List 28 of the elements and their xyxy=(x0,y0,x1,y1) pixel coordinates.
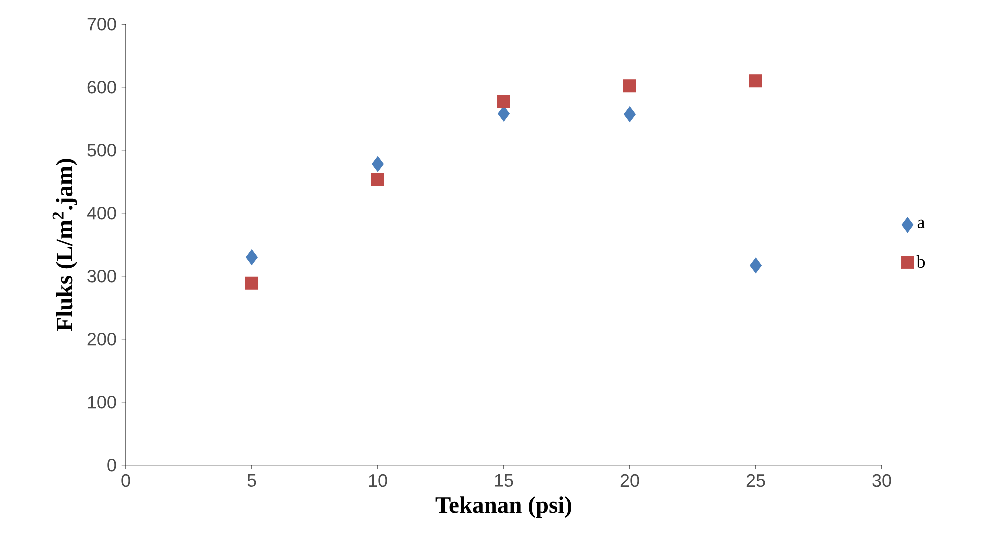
point xyxy=(371,174,385,187)
x-tick-label: 25 xyxy=(746,474,766,488)
point xyxy=(750,258,762,274)
legend-label: b xyxy=(916,255,926,268)
point xyxy=(372,156,384,172)
y-tick-label: 300 xyxy=(88,270,116,283)
y-tick-label: 0 xyxy=(108,459,116,472)
x-tick-label: 30 xyxy=(872,474,892,488)
point xyxy=(624,106,636,122)
y-tick-label: 100 xyxy=(88,396,116,409)
x-tick-label: 0 xyxy=(122,474,130,488)
x-tick-label: 15 xyxy=(495,474,514,487)
y-axis-title: Fluks (L/m$^{2}$.jam) xyxy=(52,159,78,332)
x-axis-title: Tekanan (psi) xyxy=(436,496,572,518)
y-tick-label: 600 xyxy=(88,81,116,94)
y-tick-label: 400 xyxy=(87,207,116,220)
x-tick-label: 5 xyxy=(248,474,256,487)
legend-label: a xyxy=(918,220,926,229)
x-tick-label: 10 xyxy=(369,474,388,488)
point xyxy=(623,80,637,93)
y-tick-label: 200 xyxy=(88,333,116,346)
x-tick-label: 20 xyxy=(620,474,640,488)
y-tick-label: 700 xyxy=(88,18,116,31)
point xyxy=(749,74,762,88)
point xyxy=(245,276,259,290)
y-tick-label: 500 xyxy=(88,144,116,157)
point xyxy=(497,95,511,108)
point xyxy=(246,250,258,266)
